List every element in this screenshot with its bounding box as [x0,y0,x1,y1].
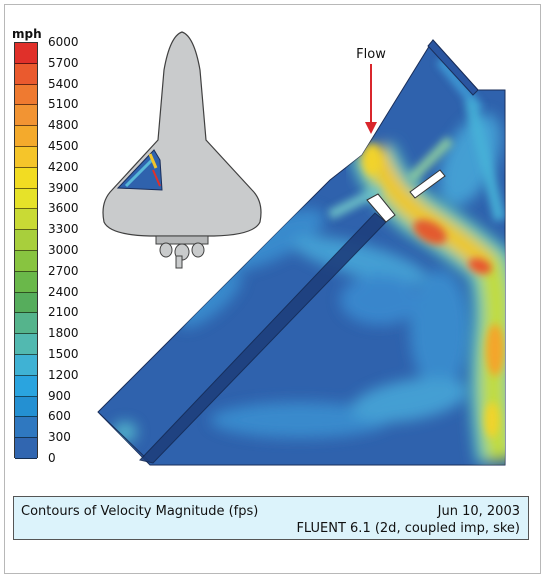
color-scale-tick-label: 5700 [48,55,79,70]
color-scale-swatch [15,396,37,418]
color-scale-swatch [15,292,37,314]
flow-label: Flow [356,47,386,62]
shuttle-inset [102,31,262,269]
flow-domain [97,39,506,466]
color-scale-tick-label: 4500 [48,139,79,153]
color-scale-tick-label: 3900 [48,180,79,195]
color-scale-swatch [15,63,37,85]
color-scale-tick-label: 2100 [48,305,79,320]
color-scale-tick-label: 1800 [48,326,79,341]
color-scale-swatch [15,105,37,127]
shuttle-outline-icon [102,31,262,237]
color-scale-swatch [15,355,37,376]
caption-date: Jun 10, 2003 [437,504,520,519]
baffle-right [409,169,446,199]
flow-annotation [365,64,377,134]
color-scale-swatch [15,84,37,106]
color-scale-swatch [15,188,37,210]
color-scale-tick-label: 5400 [48,76,79,91]
color-scale-tick-label: 4800 [48,118,79,133]
baffle-left [366,193,396,223]
color-scale-swatch [15,313,37,335]
color-scale-tick-label: 2400 [48,284,79,299]
color-scale-tick-label: 600 [48,409,71,424]
color-scale-tick-label: 900 [48,388,71,403]
color-scale-swatch [15,438,37,459]
color-scale-swatch [15,43,37,64]
color-scale-tick-label: 6000 [48,35,79,49]
color-scale-swatch [15,167,37,189]
color-scale-unit: mph [12,27,42,41]
color-scale-tick-label: 2700 [48,263,79,278]
caption-box: Contours of Velocity Magnitude (fps) Jun… [13,496,529,540]
color-scale-swatch [15,209,37,231]
color-scale-tick-label: 1200 [48,367,79,382]
color-scale-swatch [15,126,37,147]
color-scale-swatch [15,230,37,251]
color-scale [14,42,38,459]
color-scale-swatch [15,251,37,272]
color-scale-swatch [15,147,37,168]
caption-solver: FLUENT 6.1 (2d, coupled imp, ske) [296,521,520,536]
flow-arrow-icon [365,122,377,134]
color-scale-swatch [15,334,37,355]
color-scale-tick-label: 300 [48,430,71,445]
color-scale-tick-label: 0 [48,451,56,465]
color-scale-swatch [15,417,37,439]
caption-title: Contours of Velocity Magnitude (fps) [21,504,259,519]
color-scale-tick-label: 3600 [48,201,79,216]
color-scale-tick-label: 1500 [48,347,79,361]
color-scale-swatch [15,375,37,397]
color-scale-tick-label: 5100 [48,97,79,112]
color-scale-swatch [15,271,37,293]
color-scale-tick-label: 3000 [48,243,79,257]
color-scale-tick-label: 4200 [48,159,79,174]
color-scale-tick-label: 3300 [48,222,79,237]
